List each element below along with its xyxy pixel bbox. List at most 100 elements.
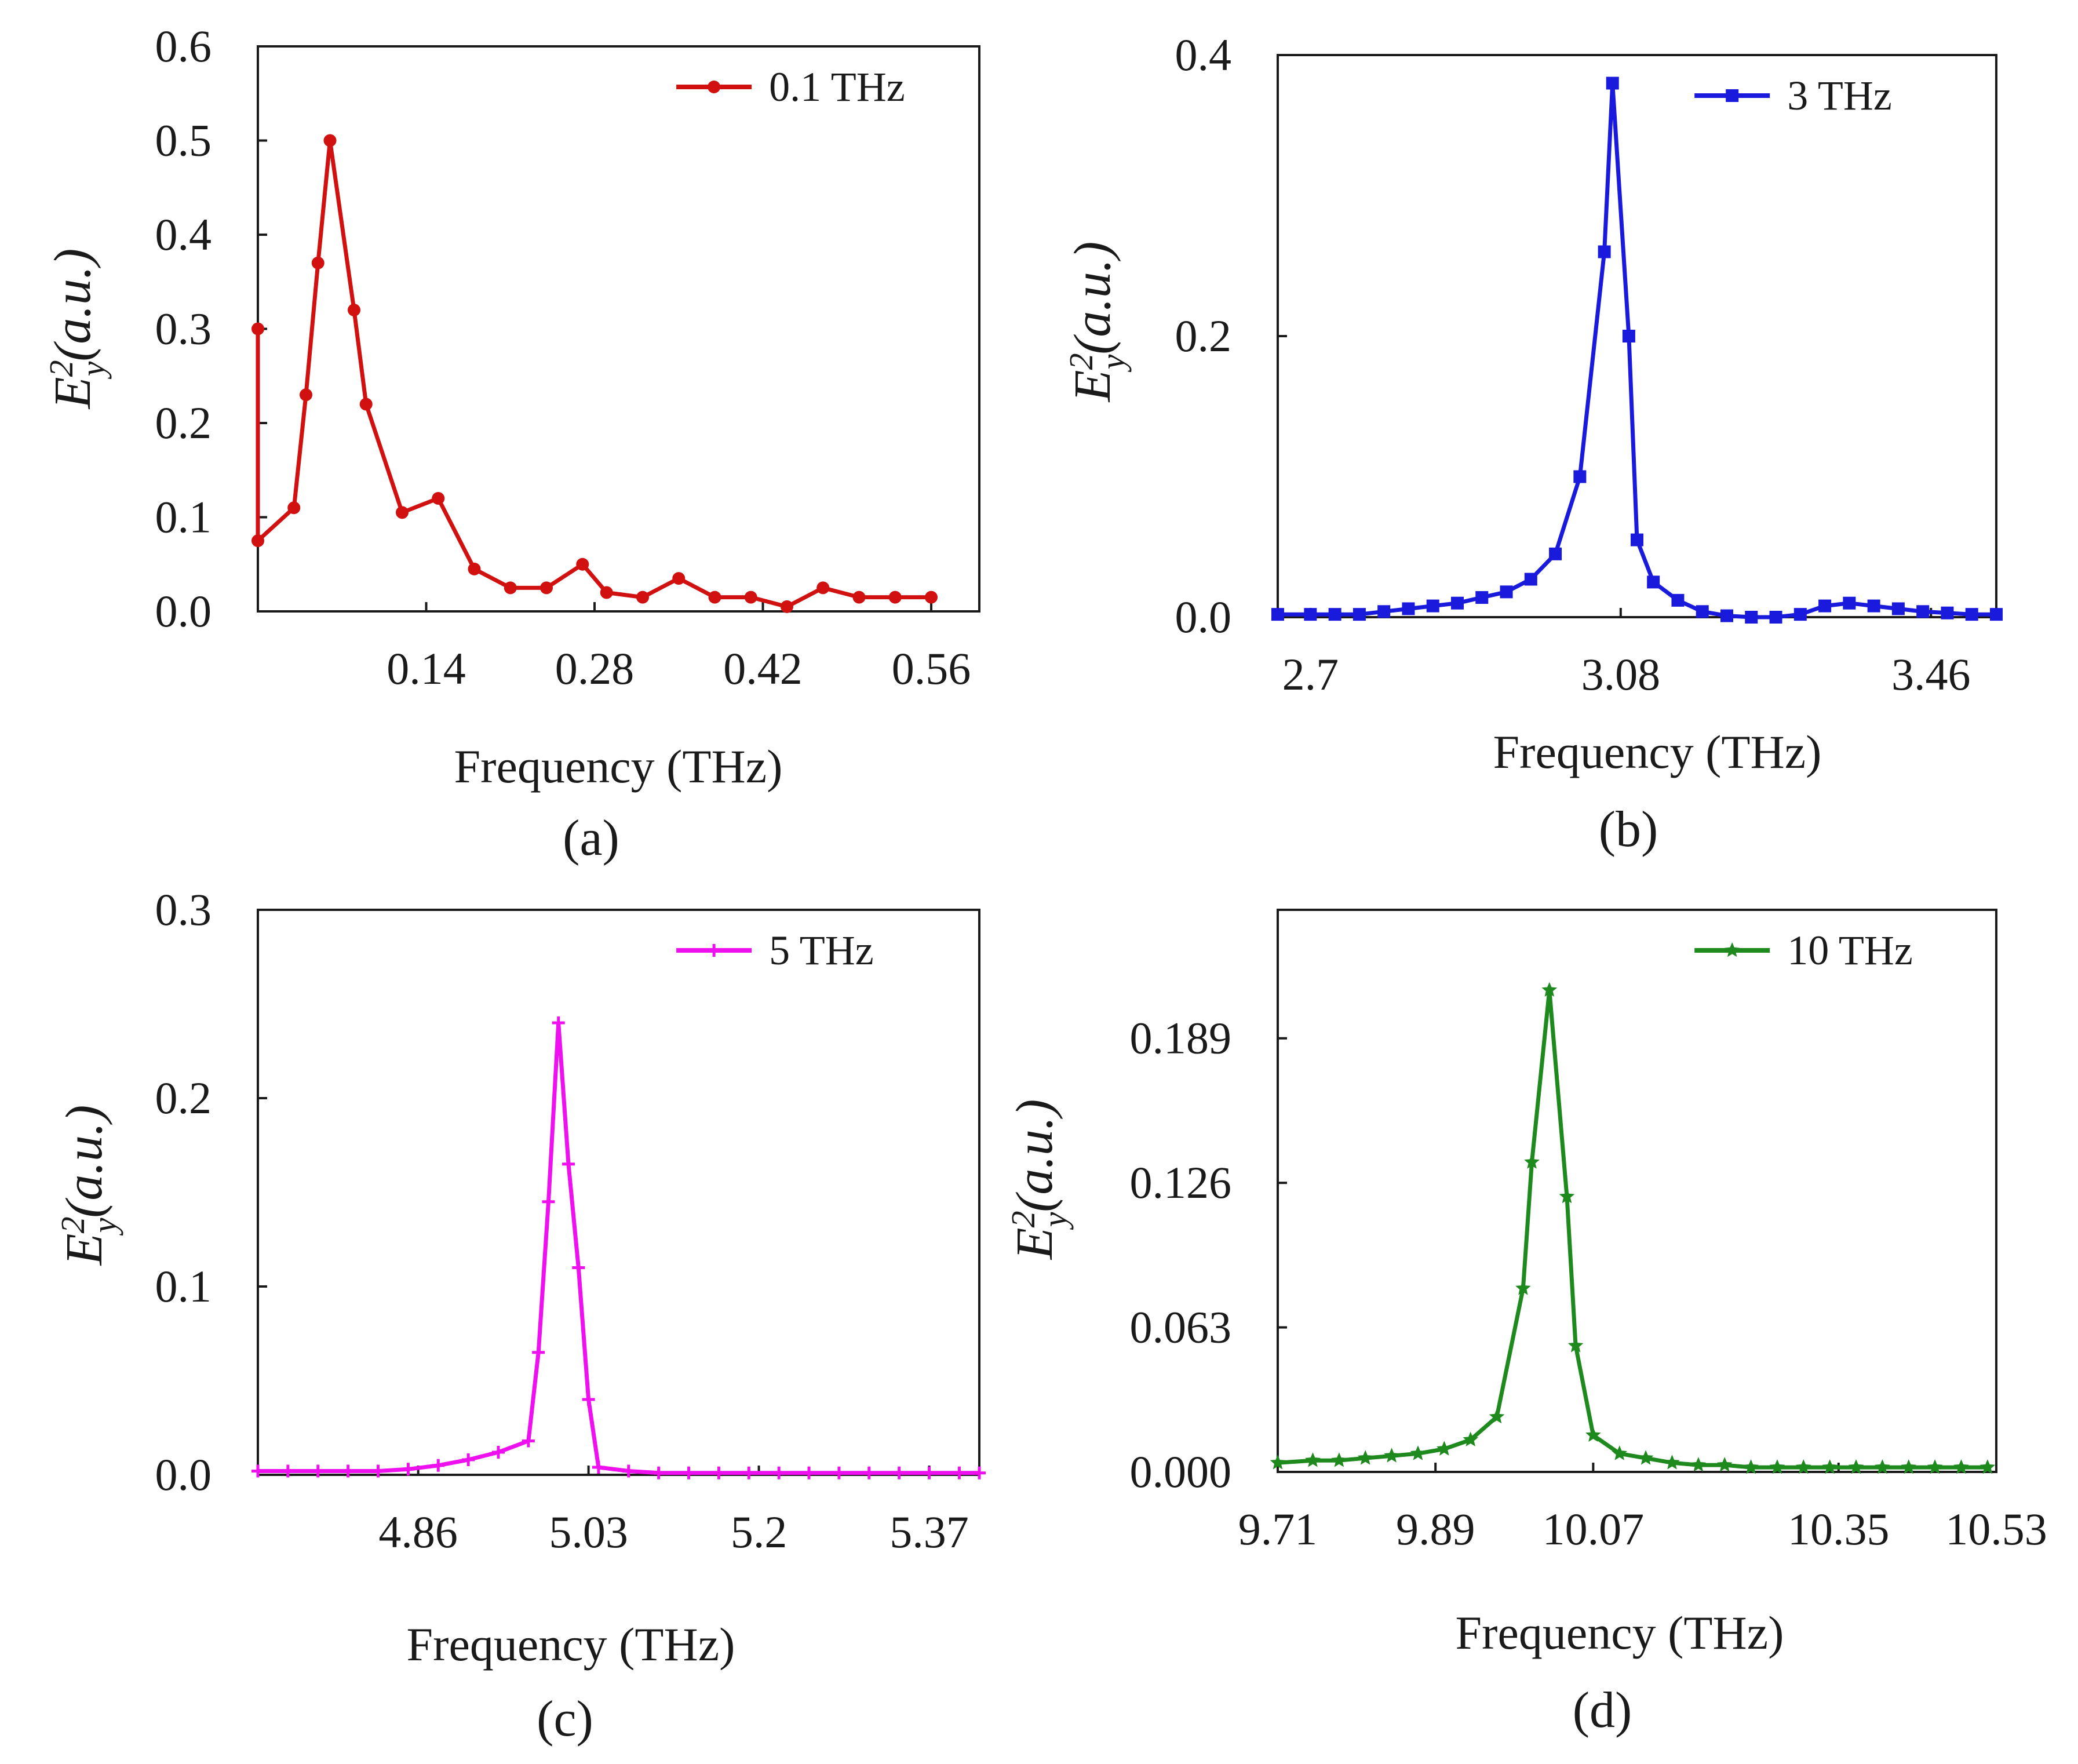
panel-d-legend: 10 THz: [1694, 927, 1913, 974]
panel-a: 0.14 0.28 0.42 0.56 0.0 0.1 0.2 0.3 0.4 0.5 0.6 0.…: [42, 21, 980, 866]
x-tick-label: 10.35: [1788, 1504, 1890, 1554]
data-point: [323, 134, 337, 147]
legend-marker: [708, 81, 721, 93]
y-tick-label: 0.6: [155, 21, 212, 71]
legend-label: 3 THz: [1787, 72, 1892, 119]
panel-a-frame: [257, 45, 980, 613]
data-point: [552, 1016, 565, 1029]
data-point: [1941, 606, 1954, 619]
data-point: [1927, 1459, 1943, 1474]
data-point: [600, 586, 613, 599]
data-point: [1410, 1445, 1426, 1460]
y-tick-label: 0.063: [1130, 1302, 1232, 1353]
data-point: [532, 1346, 545, 1359]
data-point: [1352, 608, 1366, 621]
x-tick-label: 9.89: [1396, 1504, 1475, 1554]
y-tick-label: 0.3: [155, 304, 212, 354]
data-point: [572, 1261, 585, 1274]
data-point: [251, 322, 264, 336]
data-point: [1793, 608, 1807, 621]
y-tick-label: 0.0: [1175, 592, 1232, 642]
data-point: [492, 1446, 505, 1459]
data-point: [1875, 1459, 1890, 1474]
panel-b-xlabel: Frequency (THz): [1493, 726, 1822, 778]
data-point: [1822, 1459, 1838, 1474]
panel-a-ticks: 0.14 0.28 0.42 0.56 0.0 0.1 0.2 0.3 0.4 0.5 0.6: [155, 21, 971, 694]
data-point: [1743, 1459, 1759, 1474]
data-point: [311, 256, 325, 269]
data-point: [1437, 1441, 1452, 1456]
data-point: [923, 1466, 936, 1479]
data-point: [712, 1466, 726, 1479]
data-point: [522, 1434, 535, 1448]
panel-a-series: [251, 134, 938, 613]
data-point: [832, 1466, 845, 1479]
data-point: [311, 1464, 325, 1478]
data-point: [341, 1464, 355, 1478]
y-tick-label: 0.4: [155, 209, 212, 260]
legend-marker: [1726, 89, 1739, 102]
data-point: [1891, 602, 1905, 615]
data-point: [1331, 1452, 1347, 1467]
y-tick-label: 0.1: [155, 492, 212, 542]
data-point: [592, 1461, 605, 1474]
data-point: [1271, 608, 1284, 621]
data-point: [622, 1464, 635, 1478]
panel-c-frame: [257, 909, 980, 1476]
data-point: [359, 398, 373, 411]
panel-a-ylabel-text: E2y(a.u.): [42, 249, 112, 410]
data-point: [1769, 611, 1782, 624]
data-point: [1524, 573, 1537, 586]
data-point: [1848, 1459, 1864, 1474]
panel-d-xlabel: Frequency (THz): [1456, 1606, 1784, 1659]
data-point: [300, 388, 312, 402]
panel-b-legend: 3 THz: [1694, 72, 1892, 119]
x-tick-label: 4.86: [378, 1507, 458, 1557]
data-point: [562, 1157, 575, 1171]
data-point: [708, 591, 721, 604]
data-point: [1916, 605, 1930, 618]
data-point: [1720, 609, 1733, 622]
data-point: [1585, 1427, 1601, 1442]
data-point: [1664, 1455, 1680, 1470]
data-point: [542, 1195, 555, 1208]
panel-b-ylabel-text: E2y(a.u.): [1062, 242, 1132, 403]
data-point: [348, 304, 360, 316]
data-point: [1451, 596, 1464, 610]
panel-c: 4.86 5.03 5.2 5.37 0.0 0.1 0.2 0.3 5 THz Freque…: [54, 884, 986, 1747]
data-point: [1573, 470, 1587, 483]
x-tick-label: 3.08: [1581, 649, 1661, 699]
data-point: [1612, 1445, 1628, 1460]
x-tick-label: 10.53: [1945, 1504, 2047, 1554]
data-point: [1524, 1154, 1540, 1169]
data-point: [1622, 330, 1635, 342]
data-point: [888, 591, 902, 604]
x-tick-label: 0.14: [387, 643, 466, 694]
x-tick-label: 10.07: [1543, 1504, 1645, 1554]
panel-d-ylabel: E2y(a.u.): [1004, 1099, 1074, 1261]
data-point: [1979, 1459, 1996, 1474]
panel-c-caption: (c): [537, 1691, 593, 1747]
data-point: [468, 562, 481, 575]
panel-c-ticks: 4.86 5.03 5.2 5.37 0.0 0.1 0.2 0.3: [155, 884, 969, 1557]
panel-c-series: [251, 1016, 986, 1479]
panel-b-series: [1271, 76, 2003, 624]
panel-c-xlabel: Frequency (THz): [407, 1618, 735, 1671]
panel-c-legend: 5 THz: [676, 927, 874, 974]
data-point: [432, 1459, 445, 1472]
y-tick-label: 0.0: [155, 586, 212, 636]
y-tick-label: 0.126: [1130, 1157, 1232, 1208]
data-point: [462, 1453, 475, 1466]
data-point: [1270, 1455, 1286, 1470]
data-point: [1377, 605, 1391, 618]
data-point: [1606, 76, 1619, 90]
data-point: [862, 1466, 876, 1479]
data-point: [1402, 602, 1415, 615]
data-point: [576, 557, 589, 571]
legend-label: 0.1 THz: [769, 64, 905, 110]
data-point: [1328, 608, 1341, 621]
data-point: [816, 581, 830, 595]
x-tick-label: 5.03: [549, 1507, 628, 1557]
y-tick-label: 0.189: [1130, 1013, 1232, 1063]
panel-d-ticks: 9.71 9.89 10.07 10.35 10.53 0.000 0.063 0.126 0.…: [1130, 1013, 2047, 1554]
